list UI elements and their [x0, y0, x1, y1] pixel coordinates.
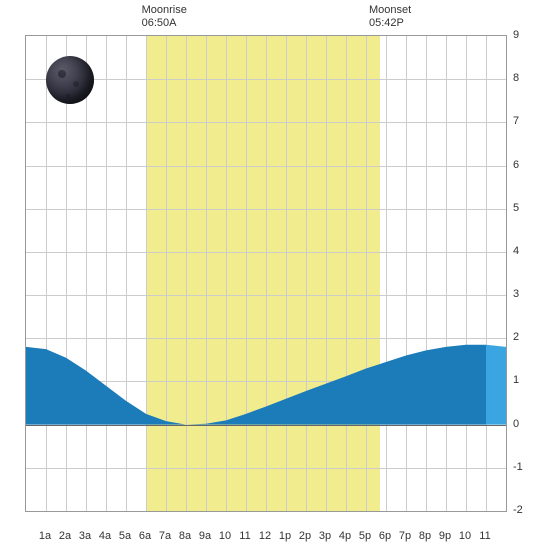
y-tick-label: 8: [513, 72, 519, 84]
tide-chart: Moonrise 06:50A Moonset 05:42P -2-101234…: [0, 0, 550, 550]
y-tick-label: 4: [513, 245, 519, 257]
x-tick-label: 10: [459, 530, 471, 542]
x-tick-label: 11: [239, 530, 250, 542]
x-tick-label: 12: [259, 530, 271, 542]
y-tick-label: 7: [513, 115, 519, 127]
x-tick-label: 8a: [179, 530, 191, 542]
y-tick-label: 6: [513, 159, 519, 171]
x-tick-label: 11: [479, 530, 490, 542]
x-tick-label: 10: [219, 530, 231, 542]
y-tick-label: 0: [513, 418, 519, 430]
moonrise-title: Moonrise: [142, 4, 187, 17]
y-tick-label: 9: [513, 29, 519, 41]
x-tick-label: 5p: [359, 530, 371, 542]
x-tick-label: 9a: [199, 530, 211, 542]
x-tick-label: 7p: [399, 530, 411, 542]
x-tick-label: 8p: [419, 530, 431, 542]
x-tick-label: 7a: [159, 530, 171, 542]
y-tick-label: -2: [513, 504, 523, 516]
moonset-title: Moonset: [369, 4, 411, 17]
x-tick-label: 5a: [119, 530, 131, 542]
tide-area: [26, 36, 506, 511]
moon-icon: [46, 56, 94, 104]
x-tick-label: 9p: [439, 530, 451, 542]
moonrise-time: 06:50A: [142, 17, 187, 30]
y-tick-label: 2: [513, 331, 519, 343]
x-tick-label: 1p: [279, 530, 291, 542]
zero-line: [26, 425, 506, 426]
x-tick-label: 1a: [39, 530, 51, 542]
x-tick-label: 4p: [339, 530, 351, 542]
plot-area: [25, 35, 507, 512]
x-tick-label: 2p: [299, 530, 311, 542]
moonset-time: 05:42P: [369, 17, 411, 30]
x-tick-label: 6p: [379, 530, 391, 542]
x-tick-label: 6a: [139, 530, 151, 542]
x-tick-label: 4a: [99, 530, 111, 542]
y-tick-label: -1: [513, 461, 523, 473]
x-tick-label: 3a: [79, 530, 91, 542]
y-tick-label: 3: [513, 288, 519, 300]
moonset-label: Moonset 05:42P: [369, 4, 411, 30]
x-tick-label: 3p: [319, 530, 331, 542]
y-tick-label: 1: [513, 374, 519, 386]
moonrise-label: Moonrise 06:50A: [142, 4, 187, 30]
x-tick-label: 2a: [59, 530, 71, 542]
y-tick-label: 5: [513, 202, 519, 214]
